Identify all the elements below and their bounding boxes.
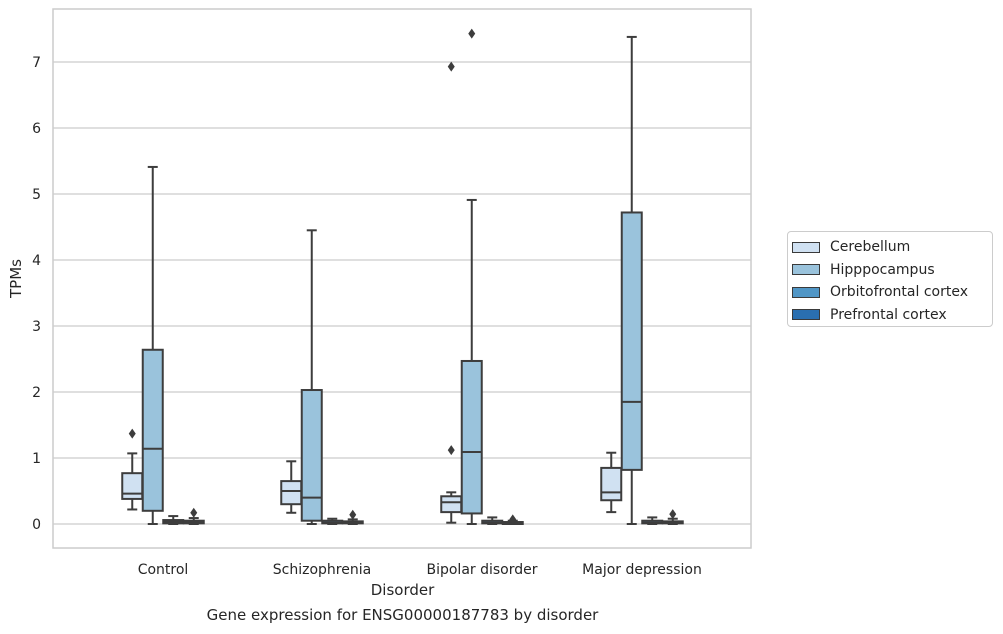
y-tick-label-0: 0 bbox=[32, 517, 41, 533]
box-hipppocampus-bipolar-disorder-outlier-0 bbox=[468, 28, 476, 39]
box-orbitofrontal-cortex-bipolar-disorder bbox=[481, 516, 504, 525]
series-cerebellum bbox=[121, 61, 623, 524]
legend-swatch-hippocampus bbox=[792, 264, 820, 276]
legend-item-orbitofrontal-cortex: Orbitofrontal cortex bbox=[792, 281, 992, 304]
box-prefrontal-cortex-schizophrenia-outlier-0 bbox=[349, 509, 357, 520]
box-hipppocampus-major-depression bbox=[620, 35, 643, 525]
series-orbitofrontal-cortex bbox=[162, 515, 664, 525]
chart-caption: Gene expression for ENSG00000187783 by d… bbox=[206, 606, 599, 624]
box-prefrontal-cortex-control-outlier-0 bbox=[190, 507, 198, 518]
series-prefrontal-cortex bbox=[182, 507, 684, 526]
x-tick-label-major-depression: Major depression bbox=[582, 562, 702, 578]
box-cerebellum-bipolar-disorder bbox=[440, 61, 463, 524]
y-tick-label-4: 4 bbox=[32, 253, 41, 269]
box-cerebellum-control bbox=[121, 428, 144, 511]
box-cerebellum-control-iqr bbox=[121, 472, 144, 500]
box-cerebellum-major-depression bbox=[600, 451, 623, 514]
y-tick-label-5: 5 bbox=[32, 187, 41, 203]
series-hipppocampus bbox=[141, 28, 643, 525]
box-prefrontal-cortex-major-depression bbox=[661, 509, 684, 525]
box-cerebellum-schizophrenia-iqr bbox=[280, 480, 303, 506]
box-cerebellum-bipolar-disorder-outlier-1 bbox=[447, 61, 455, 72]
legend-swatch-orbitofrontal-cortex bbox=[792, 286, 820, 298]
box-prefrontal-cortex-control bbox=[182, 507, 205, 525]
y-tick-label-3: 3 bbox=[32, 319, 41, 335]
x-tick-label-schizophrenia: Schizophrenia bbox=[273, 562, 371, 578]
y-tick-label-1: 1 bbox=[32, 451, 41, 467]
box-cerebellum-bipolar-disorder-iqr bbox=[440, 495, 463, 514]
legend-label-orbitofrontal-cortex: Orbitofrontal cortex bbox=[830, 284, 968, 301]
y-tick-label-2: 2 bbox=[32, 385, 41, 401]
box-prefrontal-cortex-bipolar-disorder bbox=[501, 514, 524, 526]
box-hipppocampus-control-iqr bbox=[141, 348, 164, 512]
box-orbitofrontal-cortex-major-depression bbox=[641, 516, 664, 525]
chart-legend: Cerebellum Hipppocampus Orbitofrontal co… bbox=[787, 231, 993, 327]
box-hipppocampus-control bbox=[141, 165, 164, 525]
legend-label-cerebellum: Cerebellum bbox=[830, 239, 911, 256]
y-tick-label-7: 7 bbox=[32, 55, 41, 71]
box-hipppocampus-schizophrenia bbox=[300, 229, 323, 525]
x-tick-label-control: Control bbox=[138, 562, 189, 578]
y-axis: 0 1 2 3 4 5 6 7 bbox=[32, 55, 41, 533]
box-orbitofrontal-cortex-control bbox=[162, 515, 185, 525]
box-orbitofrontal-cortex-schizophrenia bbox=[321, 517, 344, 525]
x-axis-label: Disorder bbox=[371, 581, 435, 599]
legend-label-hippocampus: Hipppocampus bbox=[830, 261, 935, 278]
box-hipppocampus-major-depression-iqr bbox=[620, 211, 643, 471]
legend-item-hippocampus: Hipppocampus bbox=[792, 259, 992, 282]
y-tick-label-6: 6 bbox=[32, 121, 41, 137]
legend-label-prefrontal-cortex: Prefrontal cortex bbox=[830, 306, 947, 323]
box-prefrontal-cortex-schizophrenia bbox=[341, 509, 364, 525]
legend-swatch-prefrontal-cortex bbox=[792, 309, 820, 321]
legend-item-prefrontal-cortex: Prefrontal cortex bbox=[792, 304, 992, 327]
box-cerebellum-control-outlier-0 bbox=[128, 428, 136, 439]
y-axis-label: TPMs bbox=[7, 259, 25, 299]
box-hipppocampus-bipolar-disorder bbox=[460, 28, 483, 525]
box-cerebellum-bipolar-disorder-outlier-0 bbox=[447, 445, 455, 456]
box-prefrontal-cortex-bipolar-disorder-outlier-0 bbox=[509, 514, 517, 525]
box-hipppocampus-schizophrenia-iqr bbox=[300, 389, 323, 522]
box-cerebellum-major-depression-iqr bbox=[600, 466, 623, 502]
x-tick-label-bipolar-disorder: Bipolar disorder bbox=[426, 562, 537, 578]
legend-swatch-cerebellum bbox=[792, 241, 820, 253]
x-axis: Control Schizophrenia Bipolar disorder Majo… bbox=[138, 562, 702, 578]
box-series bbox=[121, 28, 684, 526]
gridlines bbox=[53, 61, 751, 525]
box-hipppocampus-bipolar-disorder-iqr bbox=[460, 359, 483, 515]
box-cerebellum-schizophrenia bbox=[280, 460, 303, 514]
plot-frame bbox=[52, 8, 752, 549]
legend-item-cerebellum: Cerebellum bbox=[792, 236, 992, 259]
box-prefrontal-cortex-major-depression-outlier-0 bbox=[669, 509, 677, 520]
